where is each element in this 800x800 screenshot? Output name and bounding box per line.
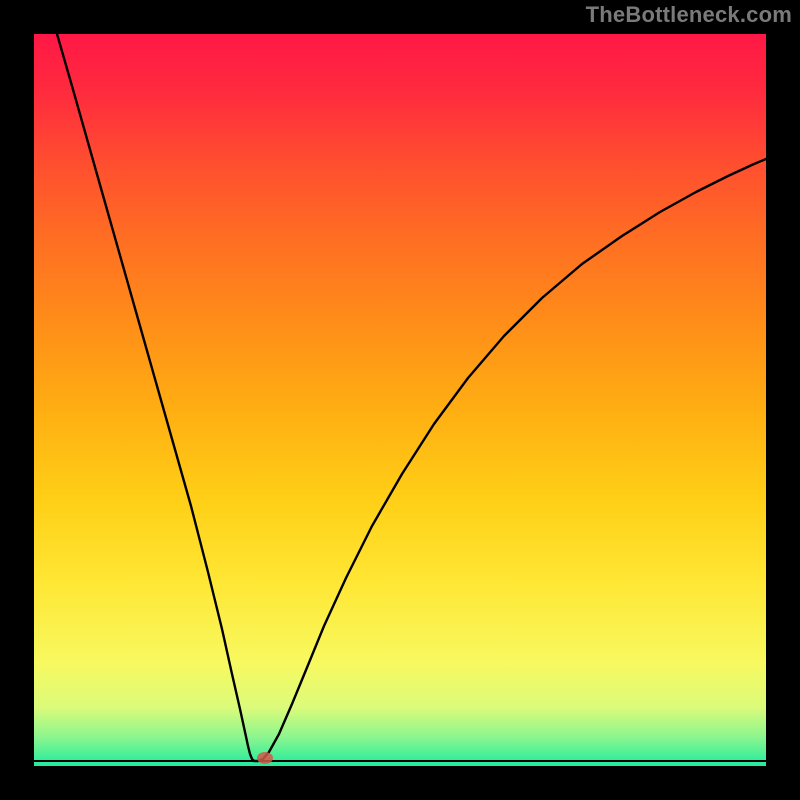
plot-group	[34, 34, 766, 764]
plot-svg	[0, 0, 800, 800]
chart-frame: TheBottleneck.com	[0, 0, 800, 800]
watermark-text: TheBottleneck.com	[586, 2, 792, 28]
bottleneck-curve	[57, 34, 766, 761]
minimum-marker	[257, 752, 273, 764]
